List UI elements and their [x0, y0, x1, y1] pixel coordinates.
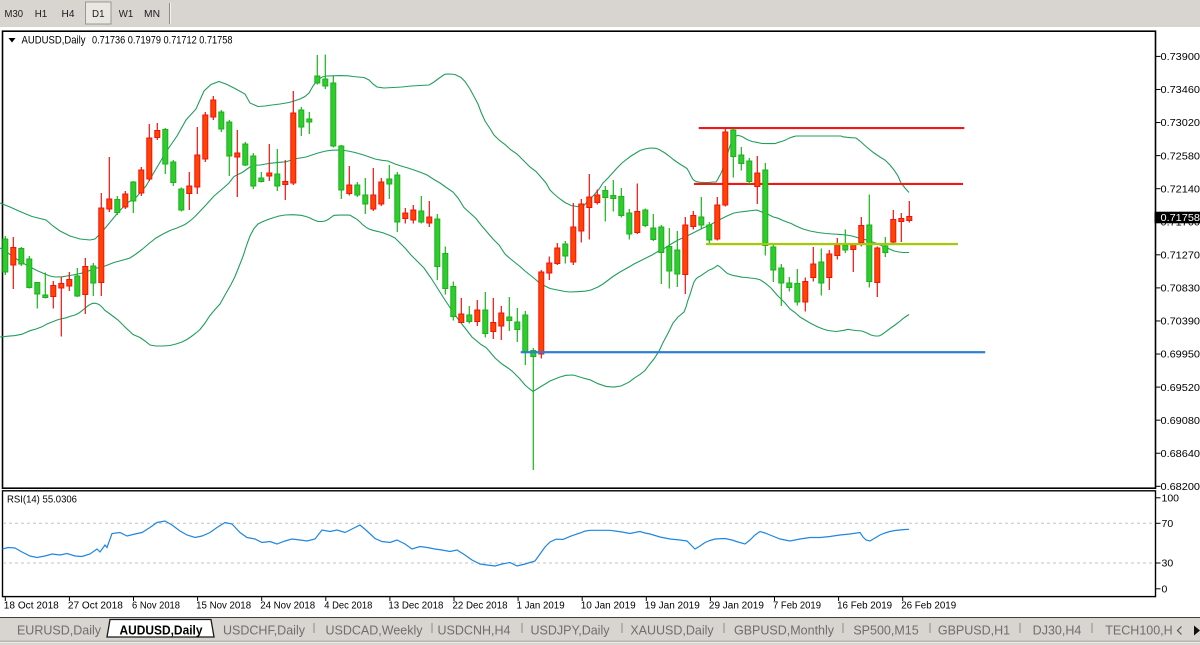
svg-text:0.68640: 0.68640 — [1161, 448, 1200, 460]
svg-text:0.73900: 0.73900 — [1161, 51, 1200, 63]
svg-text:SP500,M15: SP500,M15 — [853, 624, 918, 638]
svg-text:0.69520: 0.69520 — [1161, 382, 1200, 394]
svg-text:29 Jan 2019: 29 Jan 2019 — [709, 601, 764, 612]
svg-text:XAUUSD,Daily: XAUUSD,Daily — [630, 624, 714, 638]
svg-text:M30: M30 — [5, 8, 24, 20]
svg-text:USDCNH,H4: USDCNH,H4 — [438, 624, 511, 638]
svg-text:13 Dec 2018: 13 Dec 2018 — [388, 601, 443, 612]
svg-text:GBPUSD,H1: GBPUSD,H1 — [938, 624, 1010, 638]
svg-text:0.70830: 0.70830 — [1161, 283, 1200, 295]
svg-text:0: 0 — [1162, 584, 1168, 596]
svg-text:16 Feb 2019: 16 Feb 2019 — [837, 601, 892, 612]
svg-text:MN: MN — [144, 8, 160, 20]
svg-text:H1: H1 — [35, 8, 48, 20]
svg-text:24 Nov 2018: 24 Nov 2018 — [260, 601, 315, 612]
svg-text:USDCHF,Daily: USDCHF,Daily — [223, 624, 306, 638]
svg-text:4 Dec 2018: 4 Dec 2018 — [324, 601, 372, 612]
svg-text:70: 70 — [1162, 518, 1174, 530]
svg-text:DJ30,H4: DJ30,H4 — [1033, 624, 1082, 638]
svg-text:W1: W1 — [119, 8, 134, 20]
svg-text:26 Feb 2019: 26 Feb 2019 — [901, 601, 956, 612]
svg-text:0.69950: 0.69950 — [1161, 349, 1200, 361]
svg-text:19 Jan 2019: 19 Jan 2019 — [645, 601, 700, 612]
svg-text:0.71736 0.71979 0.71712 0.7175: 0.71736 0.71979 0.71712 0.71758 — [92, 34, 233, 46]
svg-text:1 Jan 2019: 1 Jan 2019 — [517, 601, 565, 612]
svg-text:USDJPY,Daily: USDJPY,Daily — [531, 624, 611, 638]
svg-text:27 Oct 2018: 27 Oct 2018 — [68, 601, 123, 612]
svg-text:7 Feb 2019: 7 Feb 2019 — [773, 601, 821, 612]
svg-text:0.71758: 0.71758 — [1161, 212, 1200, 224]
svg-text:AUDUSD,Daily: AUDUSD,Daily — [120, 624, 203, 638]
svg-text:H4: H4 — [62, 8, 75, 20]
svg-text:0.72140: 0.72140 — [1161, 183, 1200, 195]
svg-text:0.73020: 0.73020 — [1161, 117, 1200, 129]
svg-text:USDCAD,Weekly: USDCAD,Weekly — [325, 624, 423, 638]
svg-text:6 Nov 2018: 6 Nov 2018 — [132, 601, 180, 612]
svg-text:0.73460: 0.73460 — [1161, 84, 1200, 96]
svg-text:AUDUSD,Daily: AUDUSD,Daily — [22, 34, 86, 46]
svg-text:30: 30 — [1162, 558, 1174, 570]
svg-text:EURUSD,Daily: EURUSD,Daily — [17, 624, 102, 638]
svg-text:10 Jan 2019: 10 Jan 2019 — [581, 601, 636, 612]
svg-text:18 Oct 2018: 18 Oct 2018 — [4, 601, 59, 612]
svg-text:TECH100,H: TECH100,H — [1105, 624, 1172, 638]
svg-text:15 Nov 2018: 15 Nov 2018 — [196, 601, 251, 612]
svg-text:0.69080: 0.69080 — [1161, 415, 1200, 427]
svg-text:100: 100 — [1162, 493, 1180, 505]
svg-text:RSI(14) 55.0306: RSI(14) 55.0306 — [7, 494, 77, 506]
svg-text:0.70390: 0.70390 — [1161, 316, 1200, 328]
svg-text:0.71270: 0.71270 — [1161, 250, 1200, 262]
svg-text:GBPUSD,Monthly: GBPUSD,Monthly — [734, 624, 835, 638]
svg-text:D1: D1 — [92, 8, 105, 20]
svg-text:22 Dec 2018: 22 Dec 2018 — [453, 601, 508, 612]
svg-text:0.68200: 0.68200 — [1161, 481, 1200, 493]
svg-text:0.72580: 0.72580 — [1161, 150, 1200, 162]
